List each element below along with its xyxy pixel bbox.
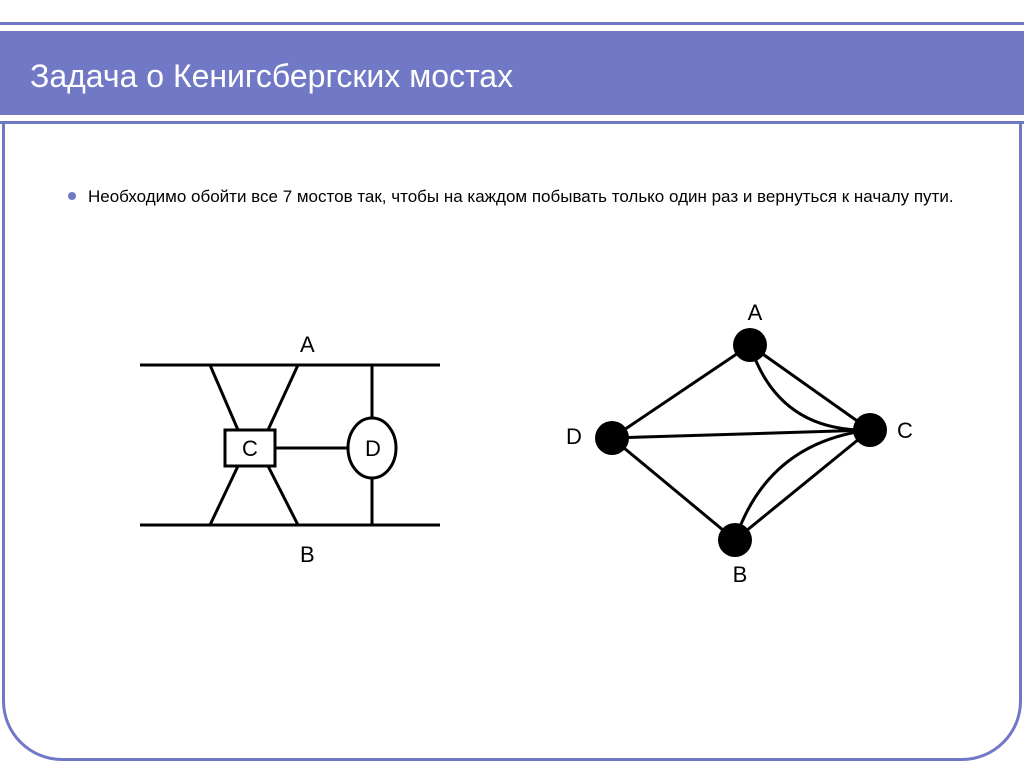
svg-text:A: A (748, 300, 763, 325)
svg-text:C: C (242, 436, 258, 461)
svg-text:C: C (897, 418, 913, 443)
diagrams-container: A B C D A B C D (0, 280, 1024, 727)
bridges-schematic: A B C D (120, 300, 460, 590)
bridges-graph: A B C D (540, 270, 940, 600)
svg-text:B: B (300, 542, 315, 567)
slide-title: Задача о Кенигсбергских мостах (30, 58, 513, 95)
svg-text:D: D (566, 424, 582, 449)
svg-text:D: D (365, 436, 381, 461)
svg-text:B: B (733, 562, 748, 587)
bullet-text: Необходимо обойти все 7 мостов так, чтоб… (88, 185, 964, 209)
bullet-icon (68, 192, 76, 200)
svg-text:A: A (300, 332, 315, 357)
